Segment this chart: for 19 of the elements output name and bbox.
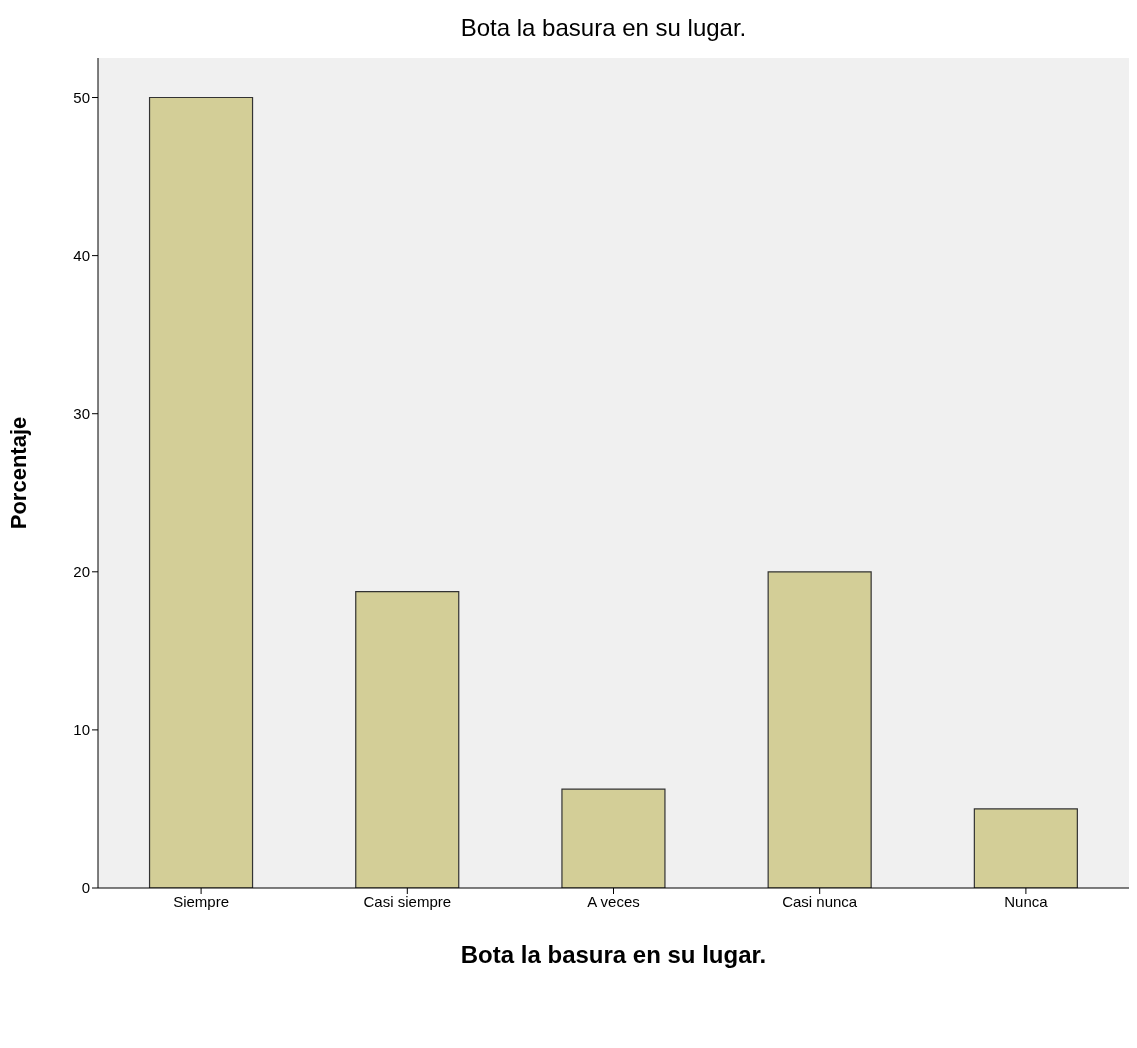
y-tick-label: 40 bbox=[73, 246, 90, 264]
y-tick-label: 10 bbox=[73, 721, 90, 739]
chart-title: Bota la basura en su lugar. bbox=[459, 13, 748, 43]
x-tick-label: Nunca bbox=[1004, 892, 1049, 910]
x-tick-label: Casi siempre bbox=[363, 892, 452, 910]
y-tick-label: 0 bbox=[81, 879, 90, 897]
bar bbox=[561, 788, 666, 888]
y-tick-label: 50 bbox=[73, 88, 90, 106]
x-tick-label: Casi nunca bbox=[782, 892, 858, 910]
x-axis-title: Bota la basura en su lugar. bbox=[460, 941, 767, 968]
x-tick-label: Siempre bbox=[173, 892, 230, 910]
y-axis-title: Porcentaje bbox=[5, 416, 31, 530]
y-tick-label: 30 bbox=[73, 405, 90, 423]
bar bbox=[767, 571, 872, 888]
y-tick-label: 20 bbox=[73, 563, 90, 581]
bar bbox=[148, 96, 254, 888]
x-tick-label: A veces bbox=[587, 892, 640, 910]
bar bbox=[973, 808, 1078, 888]
bar bbox=[355, 590, 460, 888]
